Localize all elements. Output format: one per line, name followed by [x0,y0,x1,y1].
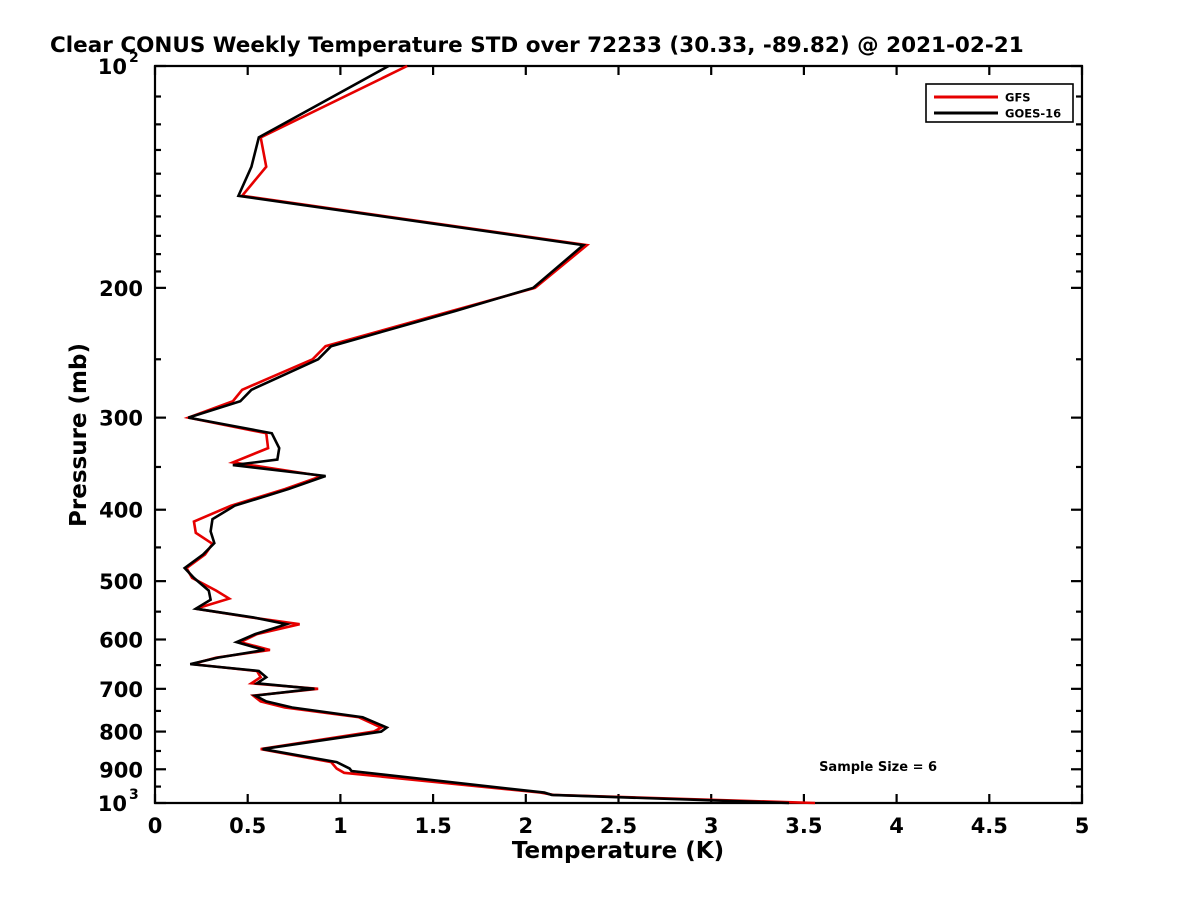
svg-text:3: 3 [129,787,139,803]
y-tick-label: 10 3 [98,787,139,816]
svg-text:200: 200 [99,277,143,301]
x-tick-label: 4 [889,814,904,838]
y-tick-label: 500 [99,570,143,594]
y-axis-ticks [155,64,1082,805]
y-axis-label: Pressure (mb) [66,343,92,527]
legend-entries: GFS GOES-16 [934,91,1061,121]
sample-size-annotation: Sample Size = 6 [819,760,937,775]
svg-text:2: 2 [129,50,139,66]
chart-title: Clear CONUS Weekly Temperature STD over … [50,33,1024,58]
legend-label-goes-16: GOES-16 [1005,107,1061,121]
series-line-gfs [183,64,816,805]
legend-label-gfs: GFS [1005,91,1031,105]
svg-text:800: 800 [99,721,143,745]
y-tick-label: 200 [99,277,143,301]
svg-text:700: 700 [99,678,143,702]
x-tick-label: 3 [704,814,719,838]
x-tick-label: 0.5 [229,814,266,838]
chart-annotations: Sample Size = 6 [819,760,937,775]
svg-text:300: 300 [99,407,143,431]
svg-text:400: 400 [99,499,143,523]
series-line-goes-16 [182,64,790,805]
x-tick-label: 2 [518,814,533,838]
legend-box [925,83,1074,123]
svg-text:10: 10 [98,792,127,816]
x-tick-label: 1.5 [414,814,451,838]
chart-legend[interactable]: GFS GOES-16 [925,83,1074,123]
y-tick-label: 900 [99,758,143,782]
x-axis-tick-labels: 0 0.5 1 1.5 2 2.5 3 3.5 4 4.5 5 [148,814,1090,838]
x-tick-label: 3.5 [785,814,822,838]
y-tick-label: 700 [99,678,143,702]
x-tick-label: 4.5 [971,814,1008,838]
x-tick-label: 1 [333,814,348,838]
svg-text:10: 10 [98,55,127,79]
data-series-group [182,64,816,805]
x-tick-label: 2.5 [600,814,637,838]
svg-text:600: 600 [99,628,143,652]
y-tick-label: 600 [99,628,143,652]
y-tick-label: 300 [99,407,143,431]
svg-text:900: 900 [99,758,143,782]
x-tick-label: 5 [1075,814,1090,838]
x-axis-label: Temperature (K) [512,838,724,864]
y-tick-label: 400 [99,499,143,523]
y-tick-label: 800 [99,721,143,745]
y-tick-label: 10 2 [98,50,139,79]
svg-text:500: 500 [99,570,143,594]
x-tick-label: 0 [148,814,163,838]
